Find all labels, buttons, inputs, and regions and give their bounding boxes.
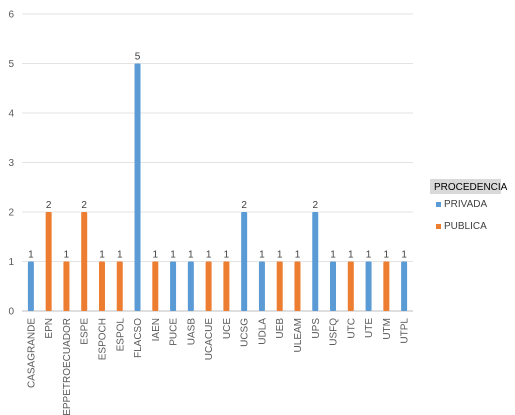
data-label: 1	[28, 250, 34, 261]
bar-publica	[383, 261, 390, 311]
data-label: 1	[206, 250, 212, 261]
bar-publica	[223, 261, 230, 311]
legend-label-publica: PUBLICA	[444, 221, 487, 232]
x-tick-label: EPPETROECUADOR	[62, 318, 73, 415]
y-axis: 0 1 2 3 4 5 6	[8, 10, 14, 318]
data-label: 1	[259, 250, 265, 261]
legend-swatch-privada	[436, 202, 441, 207]
data-label: 1	[348, 250, 354, 261]
data-label: 1	[64, 250, 70, 261]
data-label: 1	[277, 250, 283, 261]
legend-label-privada: PRIVADA	[444, 199, 487, 210]
x-tick-label: ESPOCH	[97, 318, 108, 360]
bar-privada	[27, 261, 34, 311]
x-tick-label: UEB	[275, 318, 286, 339]
y-tick-label: 4	[8, 109, 14, 120]
x-tick-label: UTM	[382, 318, 393, 340]
bar-privada	[187, 261, 194, 311]
bar-publica	[116, 261, 123, 311]
bar-publica	[98, 261, 105, 311]
data-label: 1	[330, 250, 336, 261]
data-label: 1	[117, 250, 123, 261]
bar-publica	[45, 212, 52, 311]
y-tick-label: 3	[8, 158, 14, 169]
x-tick-label: UCSG	[240, 318, 251, 347]
data-label: 2	[46, 200, 52, 211]
bar-publica	[63, 261, 70, 311]
x-tick-label: UCACUE	[204, 318, 215, 361]
bar-publica	[205, 261, 212, 311]
legend: PROCEDENCIA PRIVADA PUBLICA	[430, 179, 508, 232]
bar-privada	[365, 261, 372, 311]
y-tick-label: 5	[8, 59, 14, 70]
y-tick-label: 2	[8, 208, 14, 219]
data-label: 2	[81, 200, 87, 211]
data-label: 1	[188, 250, 194, 261]
bars	[27, 63, 408, 311]
bar-privada	[170, 261, 177, 311]
bar-privada	[312, 212, 319, 311]
y-tick-label: 1	[8, 257, 14, 268]
y-tick-label: 6	[8, 10, 14, 21]
data-label: 1	[153, 250, 159, 261]
x-tick-label: ESPE	[80, 318, 91, 345]
x-tick-label: UASB	[186, 318, 197, 346]
x-tick-label: UPS	[311, 318, 322, 339]
legend-title: PROCEDENCIA	[434, 182, 508, 193]
data-label: 1	[401, 250, 407, 261]
x-tick-label: UTE	[364, 318, 375, 338]
data-label: 1	[170, 250, 176, 261]
x-tick-label: IAEN	[151, 318, 162, 341]
bar-publica	[276, 261, 283, 311]
bar-privada	[258, 261, 265, 311]
bar-publica	[152, 261, 159, 311]
data-label: 2	[241, 200, 247, 211]
data-label: 1	[295, 250, 301, 261]
x-tick-label: UDLA	[257, 318, 268, 345]
x-tick-label: FLACSO	[133, 318, 144, 358]
legend-swatch-publica	[436, 224, 441, 229]
legend-title-box	[430, 179, 501, 194]
x-tick-label: UTPL	[400, 318, 411, 344]
x-tick-label: ULEAM	[293, 318, 304, 352]
bar-privada	[241, 212, 248, 311]
bar-publica	[81, 212, 88, 311]
bar-publica	[347, 261, 354, 311]
data-label: 1	[384, 250, 390, 261]
x-tick-label: ESPOL	[115, 318, 126, 352]
data-label: 2	[312, 200, 318, 211]
data-label: 1	[224, 250, 230, 261]
bar-privada	[330, 261, 337, 311]
x-tick-label: PUCE	[169, 318, 180, 346]
x-tick-label: CASAGRANDE	[26, 318, 37, 388]
data-label: 1	[366, 250, 372, 261]
x-tick-label: UTC	[346, 318, 357, 339]
gridlines	[22, 13, 413, 312]
bar-publica	[294, 261, 301, 311]
data-label: 1	[99, 250, 105, 261]
x-tick-label: EPN	[44, 318, 55, 339]
y-tick-label: 0	[8, 307, 14, 318]
bar-privada	[401, 261, 408, 311]
data-label: 5	[135, 52, 141, 63]
x-tick-label: UCE	[222, 318, 233, 339]
x-axis: CASAGRANDE EPN EPPETROECUADOR ESPE ESPOCH ESP…	[26, 318, 410, 415]
x-tick-label: USFQ	[329, 318, 340, 346]
bar-privada	[134, 63, 141, 311]
